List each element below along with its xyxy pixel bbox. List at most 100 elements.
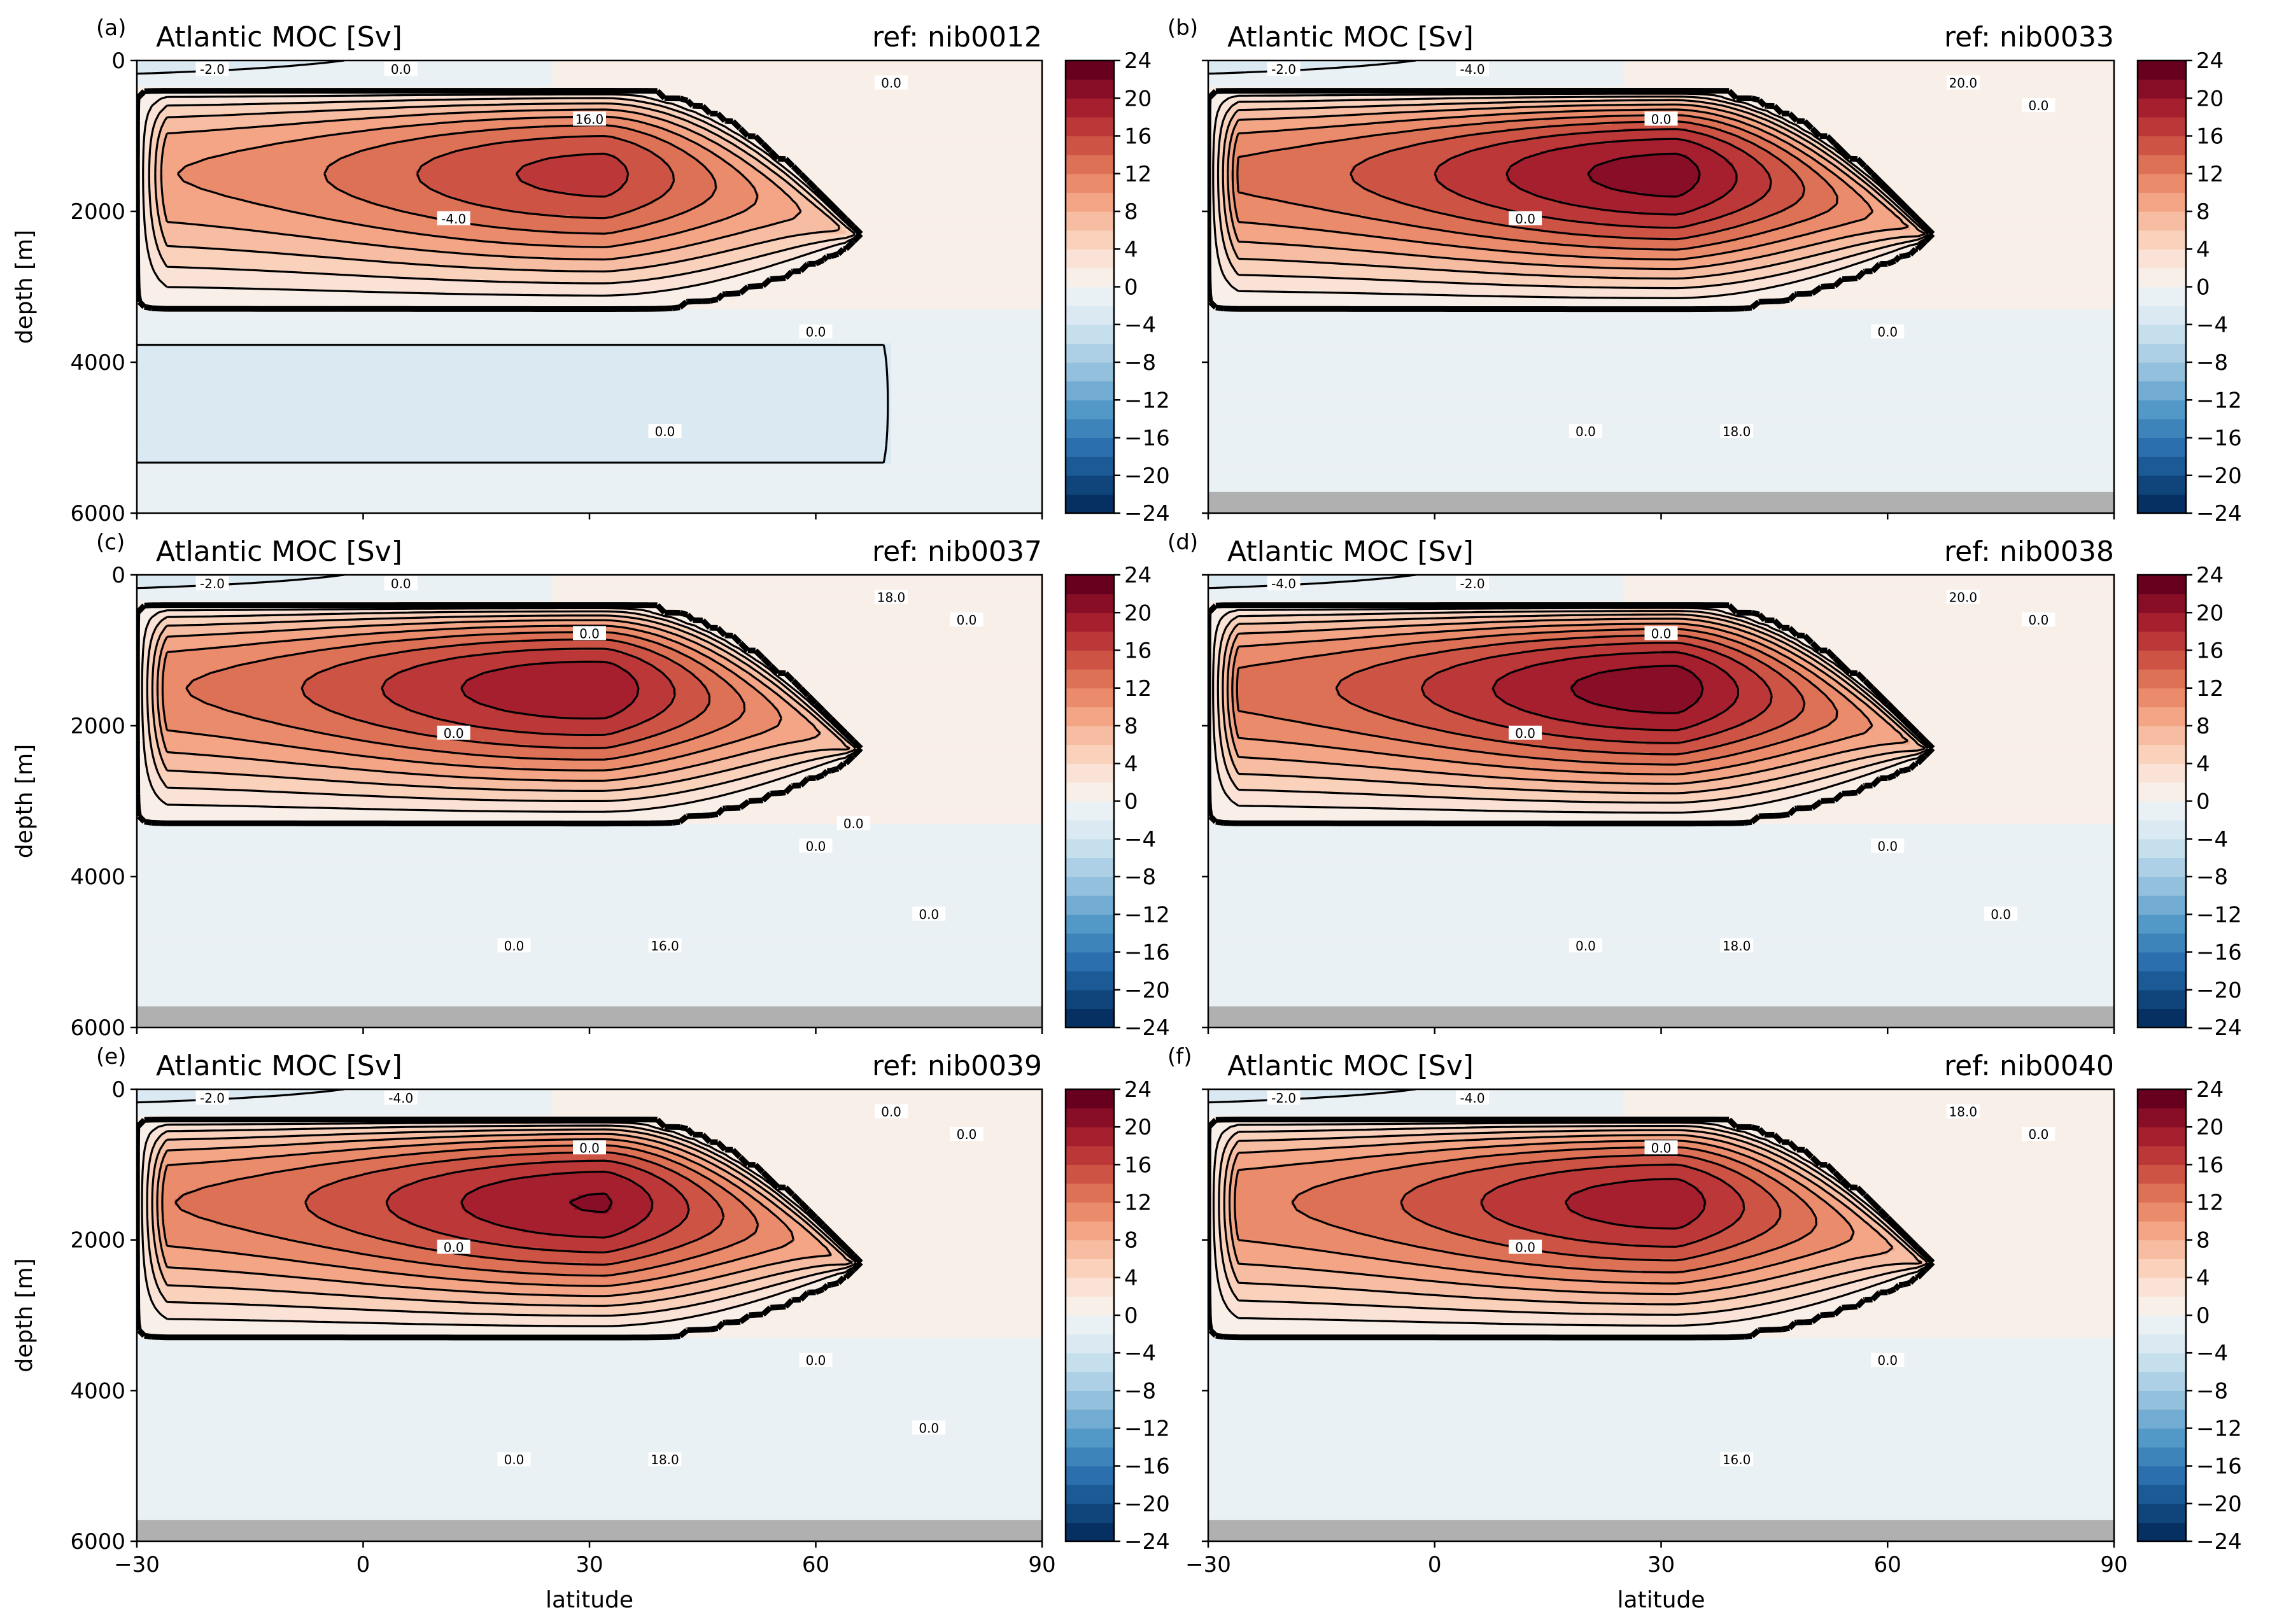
contour-label-bg (950, 1127, 983, 1141)
contour-label-bg (1644, 111, 1678, 126)
contour-label: 0.0 (2029, 98, 2049, 113)
colorbar-swatch (1066, 971, 1114, 991)
colorbar-tick-label: 0 (2196, 1303, 2210, 1329)
contour-label-bg (1267, 576, 1301, 591)
contour-label-bg (573, 1140, 606, 1155)
colorbar-swatch (1066, 494, 1114, 514)
ocean-floor (1208, 1520, 2114, 1541)
colorbar-swatch (1066, 1145, 1114, 1165)
ocean-floor (1208, 491, 2114, 513)
contour-label: 0.0 (881, 1105, 901, 1120)
contour-label-bg (950, 612, 983, 627)
contour-line (160, 108, 802, 261)
colorbar-swatch (2138, 343, 2186, 363)
contour-label: 18.0 (877, 590, 906, 605)
colorbar-tick-label: −20 (2196, 1492, 2242, 1517)
colorbar-swatch (1066, 1390, 1114, 1410)
colorbar-tick-label: −8 (1124, 350, 1156, 376)
contour-line (161, 1138, 795, 1287)
panel-a: -2.0 0.0 16.0 -4.0 0.0 0.0 0.0 (a) Atlantic MOC … (11, 15, 1170, 526)
colorbar-tick-label: −12 (1124, 1416, 1170, 1442)
colorbar-swatch (2138, 952, 2186, 971)
colorbar-swatch (2138, 820, 2186, 840)
colorbar-swatch (2138, 1259, 2186, 1278)
colorbar-swatch (1066, 1447, 1114, 1467)
colorbar-swatch (2138, 494, 2186, 514)
colorbar-tick-label: 8 (1124, 1228, 1138, 1253)
colorbar-tick-label: 12 (2196, 676, 2224, 702)
contour-label-bg (799, 1353, 833, 1367)
colorbar-swatch (2138, 1239, 2186, 1259)
colorbar-swatch (2138, 650, 2186, 670)
x-axis-label: latitude (1617, 1587, 1705, 1613)
colorbar-tick-label: −12 (1124, 388, 1170, 413)
contour-line (1491, 651, 1739, 731)
colorbar-swatch (2138, 362, 2186, 382)
contour-label-bg (875, 75, 908, 90)
colorbar-swatch (1066, 989, 1114, 1009)
panel-letter: (b) (1167, 15, 1198, 41)
colorbar-tick-label: 24 (2196, 1077, 2224, 1103)
colorbar-swatch (1066, 400, 1114, 420)
colorbar: 24 20 16 12 8 4 0 −4 −8 −12 −16 −20 −24 (1064, 48, 1170, 526)
colorbar-tick-label: −20 (1124, 978, 1170, 1003)
colorbar-tick-label: −20 (1124, 1492, 1170, 1517)
colorbar-swatch (2138, 437, 2186, 457)
contour-label-bg (1509, 211, 1542, 225)
contour-line (568, 1192, 613, 1213)
contour-label: 0.0 (1991, 907, 2011, 922)
contour-label-bg (195, 1091, 229, 1105)
colorbar-tick-label: 0 (2196, 789, 2210, 815)
contour-label-bg (648, 1452, 682, 1467)
colorbar-swatch (1066, 1371, 1114, 1391)
contour-line (174, 1144, 759, 1277)
contour-label: -2.0 (1271, 1091, 1296, 1106)
contour-line (1234, 1140, 1855, 1285)
colorbar-tick-label: 24 (1124, 1077, 1152, 1103)
y-tick-label: 0 (111, 1077, 125, 1103)
contour-label: -2.0 (200, 1091, 225, 1106)
colorbar-tick-label: −16 (2196, 940, 2242, 966)
panel-title: Atlantic MOC [Sv] (156, 21, 402, 53)
colorbar-tick-label: −8 (1124, 1378, 1156, 1404)
panel-letter: (d) (1167, 530, 1198, 555)
contour-label-bg (912, 1420, 946, 1435)
contour-label: 0.0 (2029, 1127, 2049, 1142)
colorbar-tick-label: −8 (2196, 865, 2228, 890)
colorbar-swatch (1066, 267, 1114, 288)
colorbar-swatch (2138, 117, 2186, 137)
contour-label-bg (1569, 424, 1602, 439)
colorbar-swatch (1066, 1465, 1114, 1485)
colorbar-tick-label: −16 (2196, 1454, 2242, 1479)
contour-label: -2.0 (1460, 576, 1485, 591)
contour-label: 0.0 (957, 612, 977, 628)
colorbar-swatch (1066, 324, 1114, 344)
y-tick-label: 2000 (70, 1228, 125, 1253)
contour-line (151, 614, 850, 792)
colorbar-swatch (1066, 79, 1114, 99)
colorbar-swatch (1066, 475, 1114, 495)
colorbar-tick-label: 24 (2196, 48, 2224, 74)
panel-f: -2.0 -4.0 0.0 0.0 16.0 18.0 0.0 0.0 (f) Atlantic … (1167, 1044, 2242, 1613)
colorbar-swatch (1066, 437, 1114, 457)
colorbar: 24 20 16 12 8 4 0 −4 −8 −12 −16 −20 −24 (2136, 1077, 2242, 1555)
contour-line (1434, 128, 1772, 229)
moc-field (137, 575, 1042, 1027)
x-tick-label: 0 (1428, 1552, 1442, 1578)
panel-letter: (f) (1167, 1044, 1192, 1070)
contour-line (1222, 99, 1926, 280)
colorbar-swatch (1066, 192, 1114, 212)
colorbar-swatch (2138, 782, 2186, 802)
colorbar-tick-label: −4 (2196, 313, 2228, 338)
colorbar-swatch (2138, 211, 2186, 231)
colorbar-tick-label: 8 (2196, 714, 2210, 739)
colorbar-swatch (1066, 1259, 1114, 1278)
colorbar-tick-label: 4 (2196, 751, 2210, 777)
contour-label: 0.0 (1877, 839, 1898, 854)
colorbar-swatch (1066, 155, 1114, 174)
zero-contour (137, 1117, 863, 1341)
colorbar-tick-label: −20 (2196, 463, 2242, 489)
colorbar-swatch (1066, 1221, 1114, 1241)
colorbar-tick-label: 4 (1124, 1266, 1138, 1291)
colorbar-tick-label: −16 (2196, 426, 2242, 451)
